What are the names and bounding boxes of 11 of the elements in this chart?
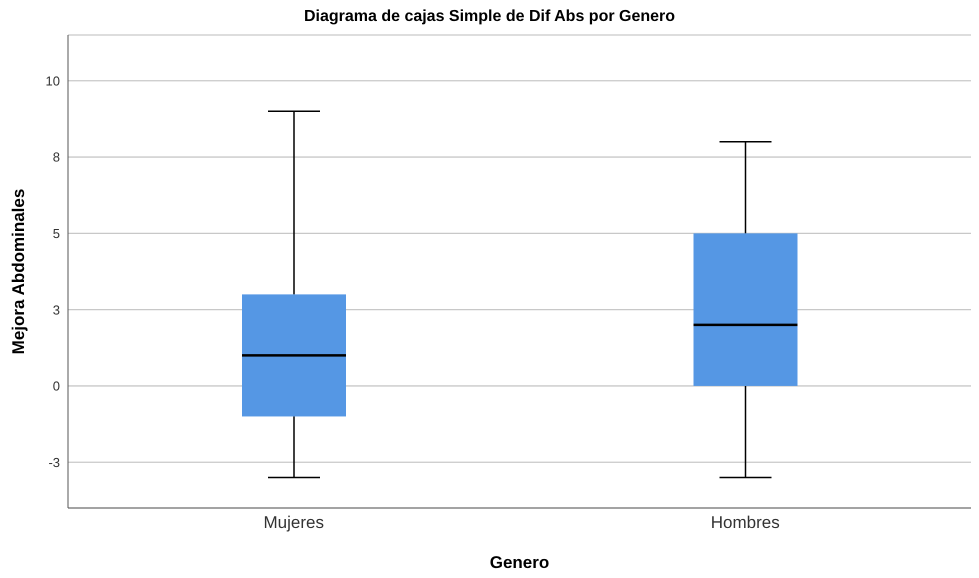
y-tick-label: 10 [46,73,60,88]
x-axis-title: Genero [490,553,550,572]
y-tick-label: 0 [52,378,60,394]
chart-title: Diagrama de cajas Simple de Dif Abs por Genero [302,8,676,27]
x-tick-label: Hombres [710,513,780,532]
x-tick-label: Mujeres [264,513,324,532]
y-tick-label: 5 [52,226,60,241]
y-tick-label: 3 [52,302,60,318]
y-tick-label: 8 [52,150,60,165]
y-axis-title: Mejora Abdominales [9,188,28,354]
y-tick-label: -3 [48,454,60,470]
